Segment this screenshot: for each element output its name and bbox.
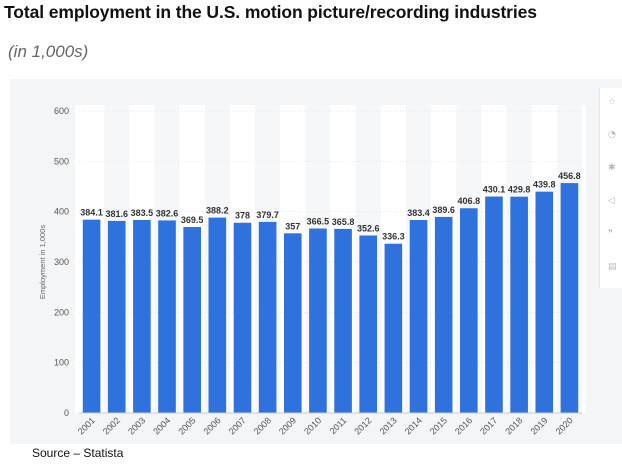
x-tick-label: 2009 bbox=[277, 415, 298, 436]
bar bbox=[334, 228, 352, 413]
bell-icon[interactable]: ◔ bbox=[608, 130, 616, 140]
x-tick-label: 2004 bbox=[151, 415, 172, 436]
x-tick-label: 2006 bbox=[202, 415, 223, 436]
x-tick-label: 2011 bbox=[328, 415, 349, 436]
bar bbox=[107, 220, 126, 413]
bar bbox=[158, 220, 176, 413]
data-label: 430.1 bbox=[483, 185, 506, 195]
data-label: 357 bbox=[285, 221, 300, 231]
y-tick-label: 600 bbox=[54, 106, 69, 116]
data-label: 382.6 bbox=[156, 208, 179, 218]
x-tick-label: 2002 bbox=[101, 415, 122, 436]
bar bbox=[485, 196, 503, 413]
y-tick-label: 400 bbox=[54, 207, 69, 217]
data-label: 381.6 bbox=[105, 209, 128, 219]
bar bbox=[82, 219, 101, 413]
chart-toolbar: ☆ ◔ ✱ ◁ ❞ ▤ bbox=[599, 88, 622, 288]
chart-subtitle: (in 1,000s) bbox=[8, 42, 89, 61]
bar bbox=[258, 221, 277, 413]
y-tick-label: 200 bbox=[54, 307, 69, 317]
bar bbox=[233, 222, 252, 413]
x-tick-label: 2003 bbox=[126, 415, 147, 436]
data-label: 388.2 bbox=[206, 206, 229, 216]
x-tick-label: 2018 bbox=[503, 415, 524, 436]
source-note: Source – Statista bbox=[32, 446, 124, 460]
x-tick-label: 2013 bbox=[378, 415, 399, 436]
bar bbox=[535, 191, 554, 413]
x-tick-label: 2016 bbox=[453, 415, 474, 436]
y-tick-label: 0 bbox=[64, 408, 69, 418]
data-label: 406.8 bbox=[458, 196, 481, 206]
bar bbox=[183, 227, 201, 413]
bar bbox=[510, 196, 528, 413]
share-icon[interactable]: ◁ bbox=[608, 196, 615, 206]
data-label: 352.6 bbox=[357, 224, 380, 234]
bar bbox=[283, 233, 302, 413]
x-tick-label: 2001 bbox=[76, 415, 97, 436]
bar bbox=[560, 183, 579, 413]
bar bbox=[460, 208, 478, 413]
y-tick-label: 100 bbox=[54, 358, 69, 368]
print-icon[interactable]: ▤ bbox=[608, 262, 617, 272]
chart-title: Total employment in the U.S. motion pict… bbox=[4, 2, 537, 22]
data-label: 439.8 bbox=[533, 180, 556, 190]
x-tick-label: 2008 bbox=[252, 415, 273, 436]
data-label: 429.8 bbox=[508, 185, 531, 195]
x-tick-label: 2015 bbox=[428, 415, 449, 436]
data-label: 389.6 bbox=[432, 205, 455, 215]
x-tick-label: 2012 bbox=[352, 415, 373, 436]
star-icon[interactable]: ☆ bbox=[608, 97, 617, 107]
x-tick-label: 2020 bbox=[554, 415, 575, 436]
bar bbox=[133, 219, 151, 413]
bar bbox=[359, 235, 378, 413]
x-tick-label: 2005 bbox=[176, 415, 197, 436]
y-tick-label: 300 bbox=[54, 257, 69, 267]
data-label: 384.1 bbox=[80, 208, 103, 218]
x-tick-label: 2019 bbox=[528, 415, 549, 436]
gear-icon[interactable]: ✱ bbox=[608, 163, 616, 173]
data-label: 366.5 bbox=[307, 217, 330, 227]
bar bbox=[434, 216, 453, 413]
data-label: 383.4 bbox=[407, 208, 430, 218]
data-label: 378 bbox=[235, 211, 250, 221]
bar bbox=[309, 228, 327, 413]
bar bbox=[208, 217, 227, 413]
data-label: 379.7 bbox=[256, 210, 279, 220]
x-tick-label: 2010 bbox=[302, 415, 323, 436]
bar bbox=[409, 220, 428, 413]
bar bbox=[384, 243, 403, 413]
quote-icon[interactable]: ❞ bbox=[608, 229, 613, 239]
y-tick-label: 500 bbox=[54, 156, 69, 166]
data-label: 365.8 bbox=[332, 217, 355, 227]
y-axis-label: Employment in 1,000s bbox=[38, 225, 47, 299]
x-tick-label: 2014 bbox=[403, 415, 424, 436]
data-label: 369.5 bbox=[181, 215, 204, 225]
x-tick-label: 2017 bbox=[478, 415, 499, 436]
data-label: 336.3 bbox=[382, 232, 405, 242]
x-tick-label: 2007 bbox=[227, 415, 248, 436]
data-label: 383.5 bbox=[131, 208, 154, 218]
data-label: 456.8 bbox=[558, 171, 581, 181]
